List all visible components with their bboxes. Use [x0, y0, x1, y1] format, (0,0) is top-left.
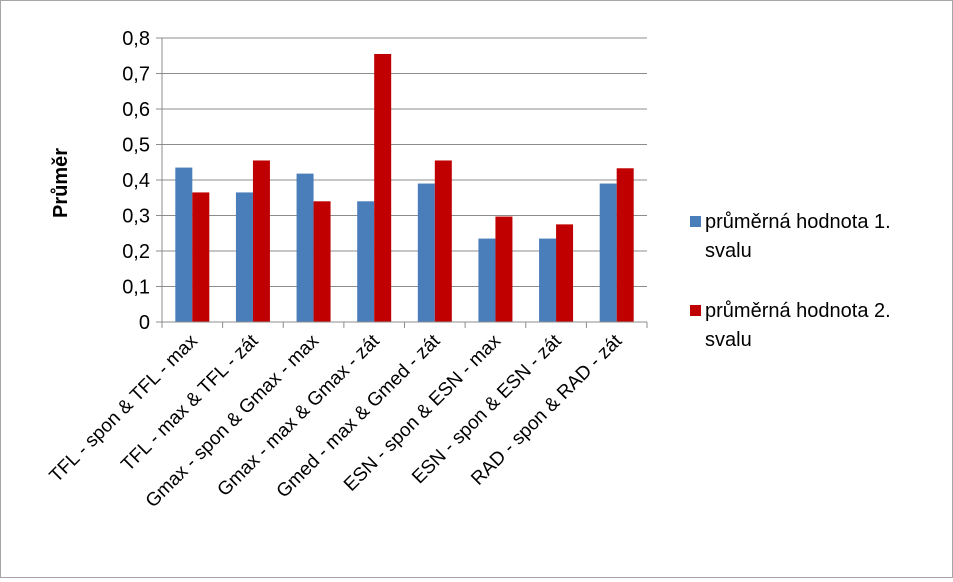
- y-axis-label: Průměr: [50, 148, 72, 218]
- y-tick-label: 0,5: [122, 135, 150, 157]
- y-tick-label: 0,4: [122, 170, 150, 192]
- y-tick-labels: 0 0,1 0,2 0,3 0,4 0,5 0,6 0,7 0,8: [122, 28, 150, 334]
- y-tick-label: 0,2: [122, 241, 150, 263]
- bar-series-2-5: [434, 160, 452, 322]
- legend-label-2: svalu: [705, 329, 752, 351]
- axes: [156, 37, 648, 328]
- bar-series-1-2: [235, 192, 253, 322]
- legend-label-1: svalu: [705, 240, 752, 262]
- bar-series-1-6: [478, 238, 496, 322]
- legend-swatch-1: [690, 216, 701, 227]
- y-tick-label: 0,7: [122, 64, 150, 86]
- bars: [175, 53, 634, 322]
- y-tick-label: 0: [139, 312, 150, 334]
- legend-label-2: průměrná hodnota 2.: [705, 300, 891, 322]
- y-tick-label: 0,8: [122, 28, 150, 50]
- bar-series-2-4: [374, 53, 392, 322]
- y-tick-label: 0,6: [122, 99, 150, 121]
- legend-label-1: průměrná hodnota 1.: [705, 211, 891, 233]
- bar-series-1-1: [175, 167, 193, 322]
- bar-series-1-5: [417, 183, 435, 322]
- bar-series-2-2: [252, 160, 270, 322]
- bar-series-1-4: [357, 201, 375, 322]
- bar-series-1-3: [296, 173, 314, 322]
- y-tick-label: 0,1: [122, 277, 150, 299]
- bar-series-2-7: [556, 224, 574, 322]
- bar-series-2-8: [616, 168, 634, 322]
- legend: průměrná hodnota 1. svalu průměrná hodnota…: [690, 211, 891, 351]
- bar-series-2-3: [313, 201, 331, 322]
- legend-swatch-2: [690, 305, 701, 316]
- bar-series-1-7: [539, 238, 557, 322]
- bar-series-1-8: [599, 183, 617, 322]
- y-tick-label: 0,3: [122, 206, 150, 228]
- gridlines: [162, 37, 647, 287]
- bar-series-2-1: [192, 192, 210, 322]
- bar-series-2-6: [495, 216, 513, 322]
